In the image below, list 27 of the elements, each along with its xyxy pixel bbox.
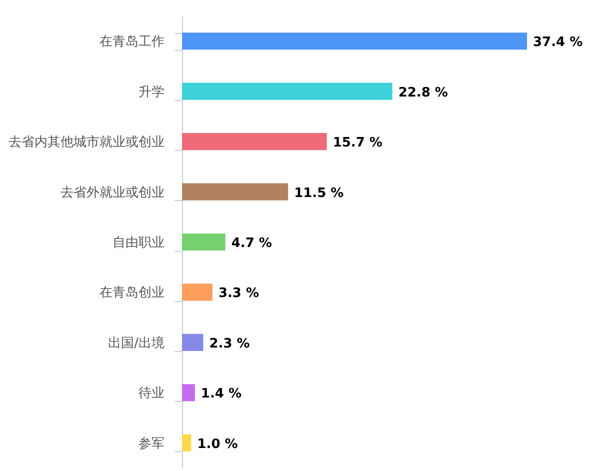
data-label: 3.3 %: [218, 286, 260, 302]
data-label: 1.4 %: [200, 386, 242, 402]
data-label: 4.7 %: [231, 236, 272, 251]
y-tick-label: 在青岛工作: [100, 34, 164, 50]
y-tick-label: 去省内其他城市就业或创业: [8, 135, 164, 150]
data-label: 2.3 %: [209, 336, 250, 352]
bar: [182, 82, 392, 100]
data-label: 22.8 %: [398, 85, 448, 100]
data-label: 15.7 %: [332, 136, 382, 151]
y-tick-label: 待业: [138, 386, 164, 402]
bar: [182, 183, 288, 200]
y-tick-label: 去省外就业或创业: [60, 185, 164, 200]
data-label: 1.0 %: [197, 436, 238, 452]
bar: [182, 434, 192, 452]
y-tick-label: 升学: [138, 84, 164, 100]
y-tick-label: 参军: [138, 436, 164, 452]
bar: [182, 233, 226, 251]
y-tick-label: 出国/出境: [108, 334, 164, 351]
bar: [182, 284, 212, 301]
bar: [182, 384, 195, 402]
y-tick-label: 自由职业: [112, 236, 164, 250]
bar: [182, 133, 327, 150]
y-tick-label: 在青岛创业: [100, 286, 164, 301]
data-label: 11.5 %: [294, 186, 344, 201]
bar: [182, 334, 204, 351]
data-label: 37.4 %: [533, 35, 583, 50]
bar: [182, 32, 527, 50]
